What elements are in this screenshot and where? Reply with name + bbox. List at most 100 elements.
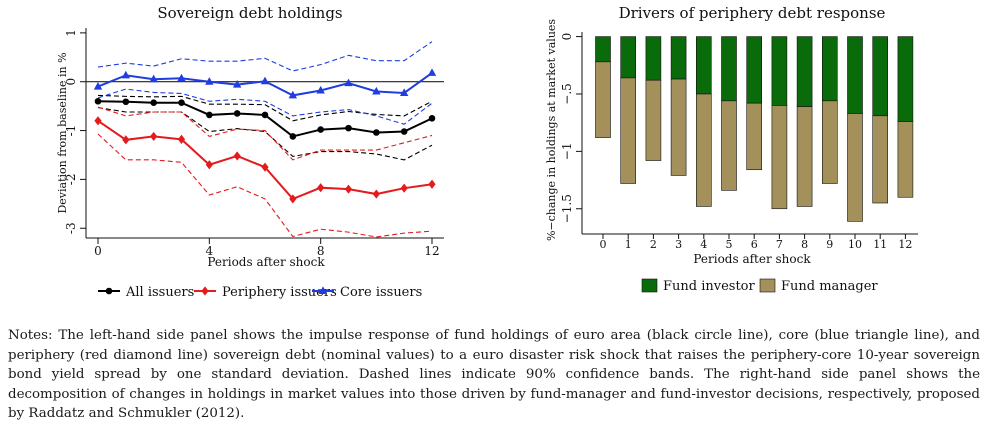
core-issuers-point: [177, 73, 186, 82]
left-y-ticks: 1 0 -1 -2 -3: [64, 29, 86, 234]
all-issuers-upper-band: [97, 94, 433, 122]
periphery-issuers-point: [122, 135, 130, 145]
core-issuers-point: [427, 68, 437, 76]
legend-periphery-issuers-label: Periphery issuers: [222, 285, 337, 300]
bar-fund-investor: [620, 36, 637, 79]
bar-fund-investor: [897, 36, 914, 122]
periphery-issuers-point: [261, 162, 269, 172]
core-issuers-point: [372, 86, 381, 95]
left-series-group: [93, 41, 437, 238]
right-chart-title: Drivers of periphery debt response: [619, 4, 886, 22]
core-issuers-point: [93, 82, 103, 90]
bar-fund-manager: [721, 100, 737, 191]
legend-fund-manager-label: Fund manager: [781, 279, 878, 294]
left-y-tick-label: -3: [64, 222, 78, 234]
bar-fund-manager: [897, 121, 914, 198]
bar-fund-investor: [796, 36, 813, 107]
all-issuers-point: [373, 129, 380, 136]
core-issuers-point: [316, 85, 325, 94]
periphery-issuers-upper-band: [97, 106, 433, 161]
core-issuers-point: [232, 80, 242, 88]
right-x-axis-label: Periods after shock: [693, 252, 811, 266]
left-y-tick-label: 0: [64, 78, 78, 86]
bar-fund-manager: [746, 102, 763, 171]
legend-fund-manager-swatch: [759, 278, 776, 293]
bar-fund-investor: [771, 36, 788, 106]
legend-core-issuers-label: Core issuers: [340, 285, 422, 300]
bar-fund-investor: [721, 36, 737, 102]
core-issuers-point: [399, 88, 409, 96]
periphery-issuers-point: [94, 116, 102, 126]
periphery-issuers-lower-band: [97, 133, 433, 238]
left-x-axis-label: Periods after shock: [207, 255, 325, 269]
bar-fund-manager: [872, 115, 889, 204]
periphery-issuers-point: [233, 151, 241, 161]
periphery-issuers-point: [428, 179, 436, 189]
all-issuers-point: [206, 111, 213, 119]
legend-core-issuers-marker: [318, 286, 328, 294]
right-y-tick-label: −.5: [560, 83, 574, 105]
right-x-tick-label: 4: [700, 238, 707, 251]
right-y-tick-label: −1.5: [560, 194, 574, 223]
bar-fund-manager: [796, 106, 813, 207]
legend-all-issuers-marker: [105, 287, 113, 295]
all-issuers-point: [94, 97, 102, 105]
all-issuers-point: [428, 115, 436, 122]
right-y-tick-label: 0: [560, 33, 574, 41]
right-x-tick-label: 1: [625, 238, 632, 251]
left-y-tick-label: 1: [64, 29, 78, 37]
all-issuers-point: [150, 99, 157, 107]
right-bars-group: [595, 36, 914, 222]
right-x-tick-label: 7: [776, 238, 783, 251]
bar-fund-manager: [847, 113, 863, 222]
core-issuers-point: [205, 77, 214, 85]
periphery-issuers-point: [372, 189, 380, 199]
right-x-tick-label: 10: [848, 238, 862, 251]
right-y-axis-label: %−change in holdings at market values: [545, 19, 558, 241]
figure-canvas: Sovereign debt holdings 10-1-2-3 0 4 8 12 D…: [56, 4, 918, 300]
core-issuers-lower-band: [97, 88, 433, 125]
all-issuers-point: [261, 111, 269, 119]
periphery-issuers-point: [177, 134, 186, 144]
all-issuers-point: [400, 128, 408, 135]
left-panel: Sovereign debt holdings 1 0 -1 -2 -3 0 4 8 12 D…: [56, 4, 445, 300]
core-issuers-point: [121, 70, 131, 79]
right-x-tick-label: 5: [726, 238, 733, 251]
right-x-tick-label: 8: [801, 238, 808, 251]
bar-fund-manager: [771, 105, 788, 210]
all-issuers-point: [122, 98, 130, 106]
left-chart-title: Sovereign debt holdings: [157, 4, 342, 22]
legend-fund-investor-label: Fund investor: [663, 279, 756, 294]
bar-fund-manager: [695, 93, 712, 207]
legend-periphery-issuers-marker: [201, 286, 209, 296]
bar-fund-manager: [620, 77, 637, 184]
periphery-issuers-point: [400, 183, 408, 193]
right-x-tick-label: 9: [826, 238, 833, 251]
core-issuers-point: [149, 74, 158, 83]
left-x-tick-label: 4: [206, 244, 214, 258]
bar-fund-manager: [821, 100, 838, 184]
left-y-tick-label: -2: [64, 174, 78, 186]
left-y-axis-label: Deviation from baseline in %: [56, 52, 69, 213]
right-x-tick-label: 6: [751, 238, 758, 251]
right-x-tick-label: 0: [600, 238, 607, 251]
right-x-tick-label: 3: [675, 238, 682, 251]
left-x-ticks: 0 4 8 12: [94, 238, 440, 258]
bar-fund-manager: [595, 61, 611, 138]
right-y-tick-label: −1: [560, 143, 574, 161]
legend-fund-investor-swatch: [641, 278, 658, 293]
all-issuers-point: [289, 133, 297, 140]
left-x-tick-label: 12: [424, 244, 439, 258]
core-issuers-point: [288, 90, 298, 99]
legend-all-issuers-label: All issuers: [125, 285, 194, 300]
bar-fund-investor: [670, 36, 687, 80]
left-x-tick-label: 8: [317, 244, 325, 258]
bar-fund-manager: [670, 78, 687, 176]
periphery-issuers-point: [344, 184, 353, 194]
right-x-tick-label: 12: [898, 238, 912, 251]
bar-fund-investor: [746, 36, 763, 104]
left-y-tick-label: -1: [64, 125, 78, 137]
bar-fund-investor: [595, 36, 611, 63]
left-legend: All issuers Periphery issuers Core issuers: [98, 285, 422, 300]
periphery-issuers-point: [317, 183, 325, 193]
